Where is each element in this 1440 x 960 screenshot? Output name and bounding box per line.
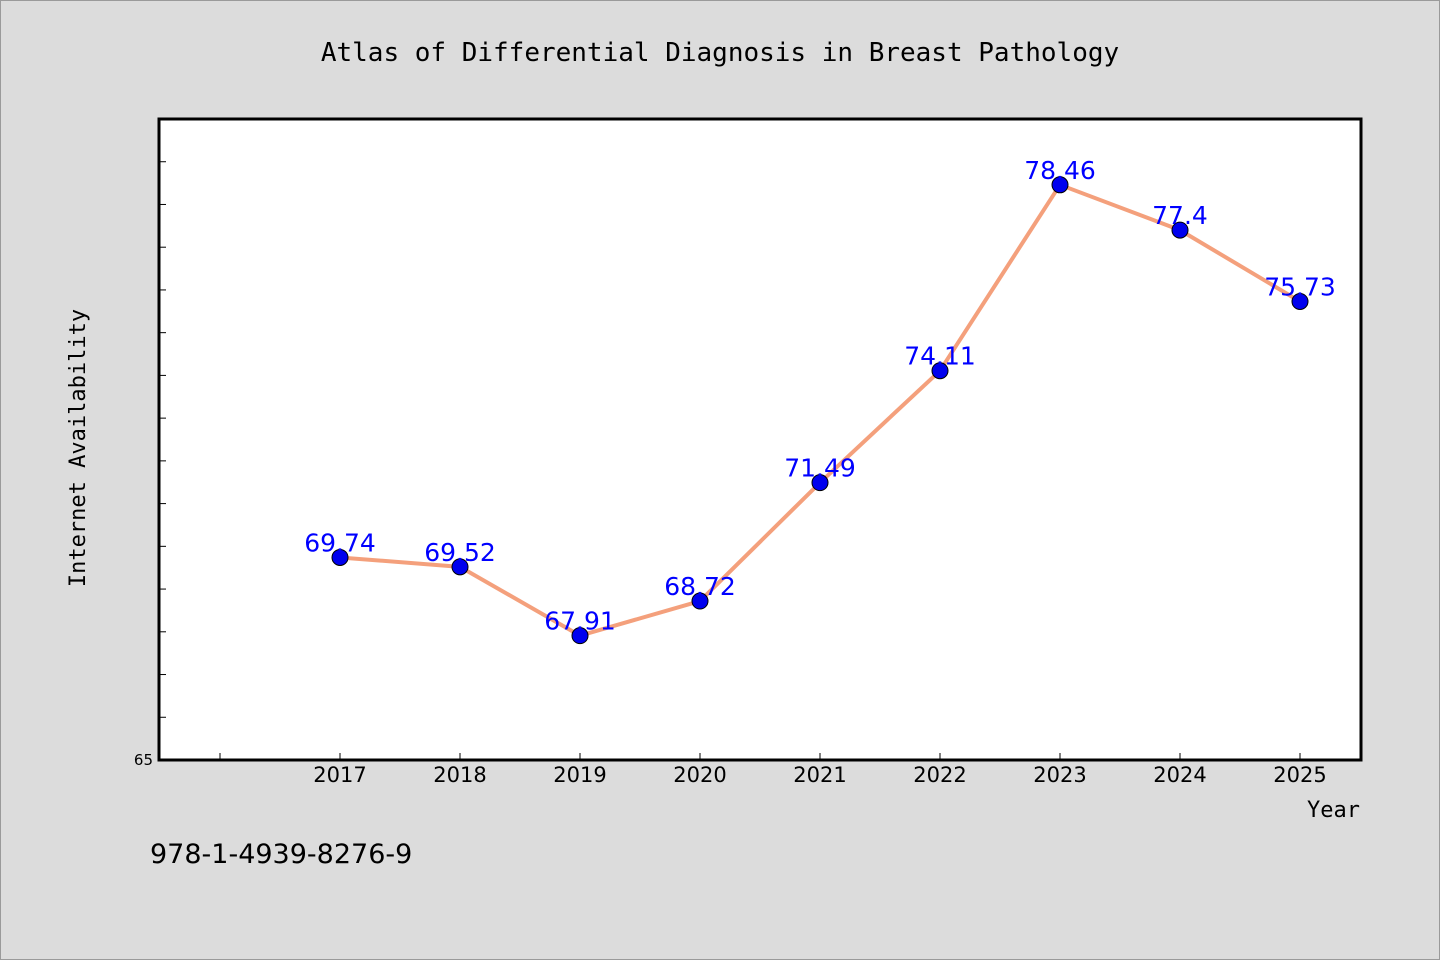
data-label: 77.4 bbox=[1152, 201, 1208, 230]
data-label: 78.46 bbox=[1024, 156, 1096, 185]
data-label: 69.74 bbox=[304, 528, 376, 557]
x-axis-ticks: 2017 2018 2019 2020 2021 2022 2023 2024 2025 bbox=[219, 753, 1327, 787]
x-tick-label: 2017 bbox=[313, 763, 366, 787]
isbn-text: 978-1-4939-8276-9 bbox=[150, 839, 412, 870]
data-label: 75.73 bbox=[1264, 272, 1336, 301]
data-label: 67.91 bbox=[544, 607, 616, 636]
data-point bbox=[811, 474, 829, 492]
y-axis-label: Internet Availability bbox=[66, 309, 91, 587]
y-axis-ticks: 65 bbox=[134, 161, 166, 769]
plot-area bbox=[157, 117, 1363, 762]
x-axis-label: Year bbox=[1307, 798, 1360, 823]
data-point bbox=[1291, 292, 1309, 310]
x-tick-label: 2018 bbox=[433, 763, 486, 787]
data-label: 71.49 bbox=[784, 454, 856, 483]
x-tick-label: 2019 bbox=[553, 763, 606, 787]
data-label: 68.72 bbox=[664, 572, 736, 601]
chart-title: Atlas of Differential Diagnosis in Breas… bbox=[321, 38, 1119, 68]
data-point bbox=[1051, 176, 1069, 194]
x-tick-label: 2022 bbox=[913, 763, 966, 787]
data-point bbox=[691, 592, 709, 610]
data-label: 69.52 bbox=[424, 538, 496, 567]
x-tick-label: 2024 bbox=[1153, 763, 1206, 787]
y-tick-label: 65 bbox=[134, 751, 153, 769]
data-point bbox=[1171, 221, 1189, 239]
x-tick-label: 2023 bbox=[1033, 763, 1086, 787]
data-point bbox=[931, 362, 949, 380]
data-label: 74.11 bbox=[904, 342, 976, 371]
x-tick-label: 2020 bbox=[673, 763, 726, 787]
x-tick-label: 2021 bbox=[793, 763, 846, 787]
data-point bbox=[571, 627, 589, 645]
series-layer: 69.74 69.52 67.91 68.72 71.49 74.11 78.46 77.4 7… bbox=[304, 156, 1336, 645]
x-tick-label: 2025 bbox=[1273, 763, 1326, 787]
data-point bbox=[451, 558, 469, 576]
data-point bbox=[331, 548, 349, 566]
